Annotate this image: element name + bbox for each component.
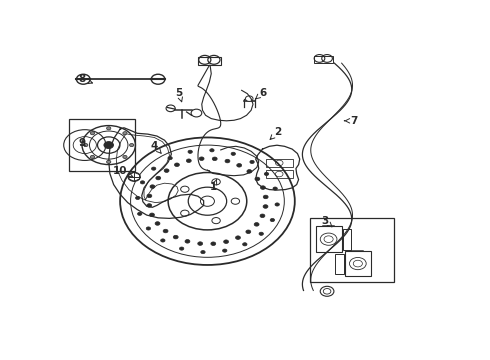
Circle shape — [263, 195, 268, 199]
Circle shape — [275, 203, 279, 206]
Circle shape — [201, 251, 205, 254]
Circle shape — [211, 242, 216, 246]
Circle shape — [212, 157, 217, 161]
Bar — [266, 158, 293, 167]
Text: 2: 2 — [270, 127, 281, 139]
Circle shape — [150, 185, 155, 188]
Circle shape — [263, 205, 268, 208]
Text: 10: 10 — [113, 166, 133, 176]
Circle shape — [123, 132, 127, 135]
Text: 5: 5 — [175, 88, 183, 102]
Circle shape — [156, 176, 161, 180]
Circle shape — [151, 167, 156, 170]
Circle shape — [191, 109, 202, 117]
Circle shape — [261, 186, 266, 189]
Bar — [69, 120, 135, 171]
Bar — [316, 226, 342, 252]
Circle shape — [164, 169, 169, 172]
Circle shape — [260, 214, 265, 217]
Circle shape — [107, 160, 111, 163]
Bar — [266, 170, 293, 179]
Circle shape — [273, 187, 277, 190]
Circle shape — [151, 74, 165, 84]
Circle shape — [264, 172, 269, 176]
Circle shape — [129, 144, 134, 147]
Circle shape — [107, 127, 111, 130]
Bar — [198, 57, 220, 66]
Circle shape — [161, 239, 165, 242]
Text: 4: 4 — [150, 141, 161, 153]
Circle shape — [250, 160, 254, 163]
Circle shape — [270, 219, 274, 222]
Circle shape — [90, 132, 95, 135]
Circle shape — [140, 181, 145, 184]
Text: 1: 1 — [210, 180, 217, 192]
Text: 3: 3 — [321, 216, 332, 227]
Circle shape — [166, 105, 175, 112]
Bar — [310, 218, 393, 282]
Circle shape — [84, 144, 88, 147]
Circle shape — [225, 159, 230, 163]
Circle shape — [246, 230, 251, 234]
Circle shape — [179, 247, 184, 250]
Circle shape — [128, 172, 140, 181]
Circle shape — [188, 150, 193, 153]
Circle shape — [136, 196, 140, 199]
Text: 8: 8 — [78, 74, 93, 84]
Circle shape — [76, 74, 90, 84]
Circle shape — [243, 243, 247, 246]
Circle shape — [173, 235, 178, 239]
Circle shape — [320, 286, 334, 296]
Circle shape — [259, 232, 264, 235]
Circle shape — [236, 236, 241, 239]
Circle shape — [149, 213, 154, 217]
Circle shape — [222, 249, 227, 252]
Circle shape — [138, 212, 142, 215]
Circle shape — [185, 239, 190, 243]
Text: 6: 6 — [256, 88, 266, 99]
Circle shape — [104, 141, 114, 149]
Circle shape — [163, 229, 168, 233]
Circle shape — [247, 170, 252, 173]
Circle shape — [255, 177, 260, 181]
Circle shape — [231, 152, 236, 156]
Circle shape — [168, 157, 172, 160]
Circle shape — [147, 194, 152, 198]
Circle shape — [254, 222, 259, 226]
Circle shape — [146, 227, 150, 230]
Bar — [345, 251, 371, 276]
Circle shape — [198, 242, 203, 246]
Circle shape — [155, 222, 160, 225]
Circle shape — [245, 96, 253, 102]
Text: 9: 9 — [78, 138, 86, 148]
Circle shape — [237, 163, 242, 167]
Circle shape — [199, 157, 204, 161]
Circle shape — [186, 159, 191, 162]
Bar — [343, 229, 351, 250]
Bar — [336, 254, 344, 274]
Circle shape — [90, 156, 95, 158]
Circle shape — [174, 163, 179, 167]
Text: 7: 7 — [344, 116, 357, 126]
Circle shape — [123, 156, 127, 158]
Circle shape — [210, 149, 214, 152]
Circle shape — [223, 240, 228, 243]
Circle shape — [147, 204, 152, 207]
Bar — [314, 56, 333, 63]
